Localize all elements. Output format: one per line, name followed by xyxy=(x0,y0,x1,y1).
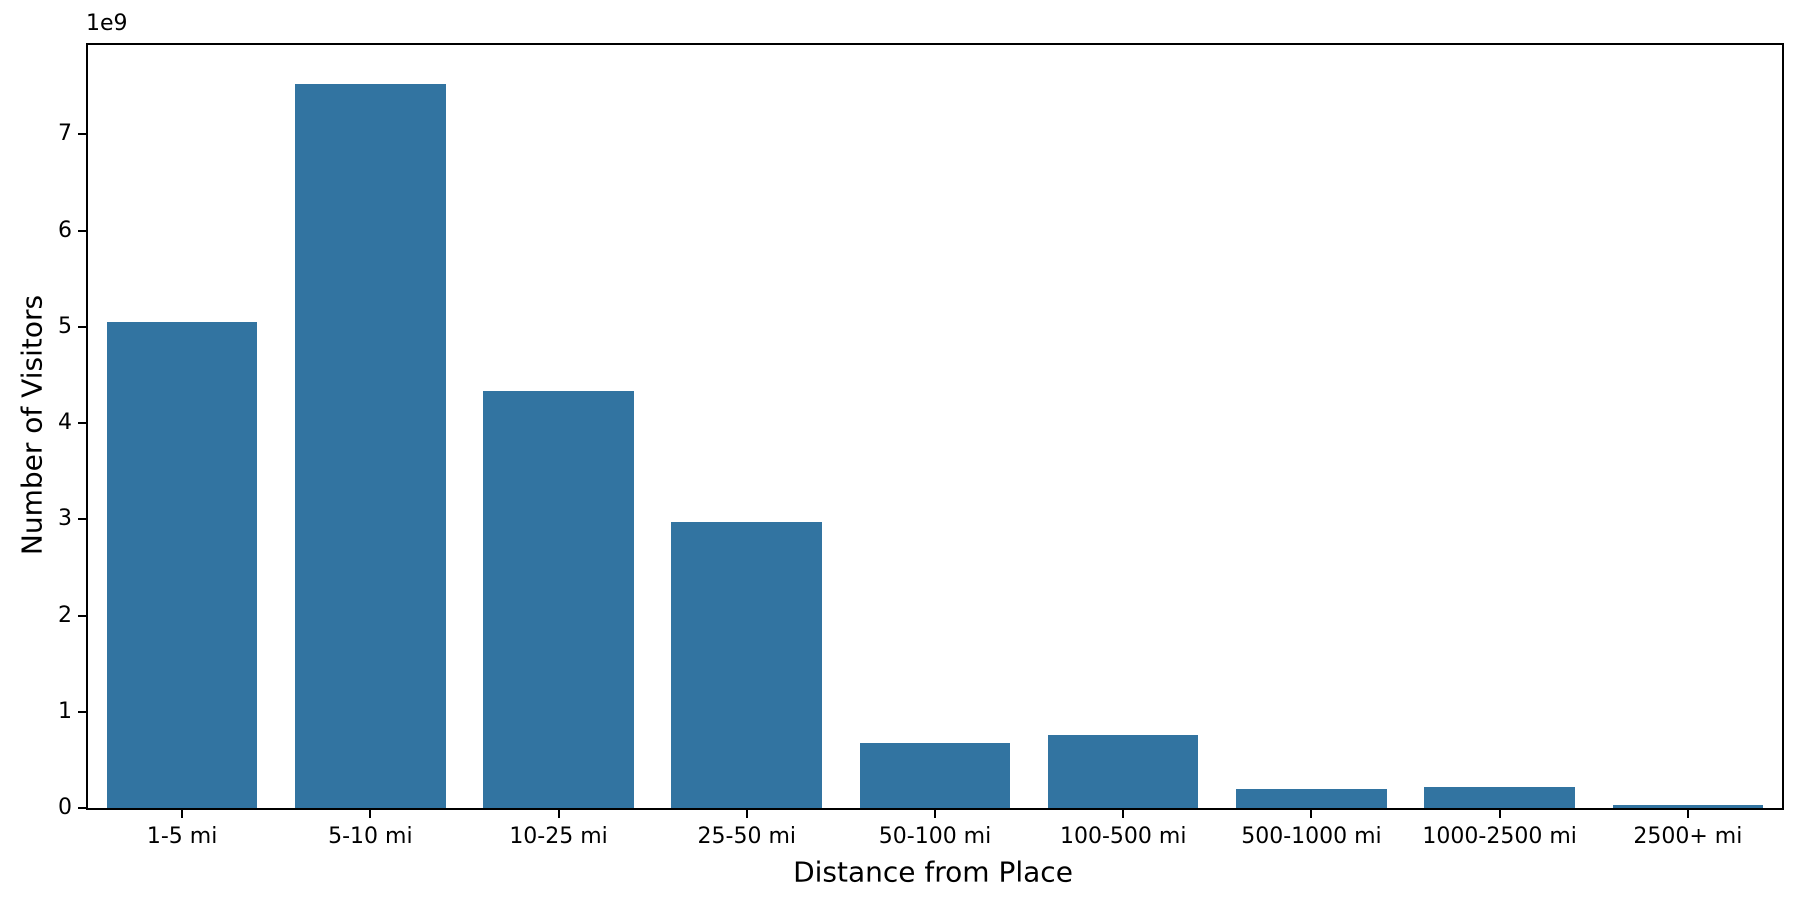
y-tick-label: 1 xyxy=(58,698,72,724)
y-tick-label: 5 xyxy=(58,313,72,339)
y-tick-mark xyxy=(78,614,86,617)
y-axis-label: Number of Visitors xyxy=(15,294,49,556)
bar-1000-2500-mi xyxy=(1424,786,1575,808)
x-tick-label: 10-25 mi xyxy=(509,824,608,849)
bar-50-100-mi xyxy=(859,742,1011,808)
y-tick-label: 2 xyxy=(58,602,72,628)
y-axis-offset-text: 1e9 xyxy=(86,11,128,36)
y-tick-mark xyxy=(78,422,86,425)
bar-10-25-mi xyxy=(483,391,634,808)
x-tick-label: 500-1000 mi xyxy=(1241,824,1382,849)
bar-25-50-mi xyxy=(671,522,823,808)
x-tick-mark xyxy=(745,810,748,818)
y-tick-label: 4 xyxy=(58,410,72,436)
y-tick-mark xyxy=(78,518,86,521)
y-tick-mark xyxy=(78,229,86,232)
bar-5-10-mi xyxy=(295,84,446,808)
y-tick-label: 7 xyxy=(58,121,72,147)
y-tick-mark xyxy=(78,710,86,713)
y-tick-mark xyxy=(78,133,86,136)
y-tick-mark xyxy=(78,325,86,328)
x-axis-label: Distance from Place xyxy=(793,855,1073,889)
y-tick-label: 3 xyxy=(58,506,72,532)
x-tick-label: 2500+ mi xyxy=(1633,824,1743,849)
x-tick-mark xyxy=(369,810,372,818)
x-tick-label: 1-5 mi xyxy=(146,824,218,849)
y-tick-label: 6 xyxy=(58,217,72,243)
bar-1-5-mi xyxy=(106,322,258,808)
x-tick-label: 50-100 mi xyxy=(878,824,992,849)
x-tick-label: 100-500 mi xyxy=(1059,824,1187,849)
bar-100-500-mi xyxy=(1047,734,1199,808)
bar-500-1000-mi xyxy=(1236,788,1387,808)
x-tick-mark xyxy=(1310,810,1313,818)
y-tick-label: 0 xyxy=(58,795,72,820)
plot-area: 0 1 2 3 4 5 6 7 1-5 mi 5-10 mi 10-25 mi 25-50 mi 50… xyxy=(58,43,1784,849)
x-tick-mark xyxy=(181,810,184,818)
y-tick-mark xyxy=(78,807,86,809)
bar-2500+-mi xyxy=(1612,805,1764,808)
x-tick-label: 25-50 mi xyxy=(697,824,796,849)
x-tick-mark xyxy=(1122,810,1125,818)
x-tick-label: 5-10 mi xyxy=(328,824,413,849)
x-tick-mark xyxy=(1686,810,1689,818)
x-tick-mark xyxy=(934,810,936,818)
x-tick-mark xyxy=(557,810,560,818)
x-tick-mark xyxy=(1498,810,1501,818)
x-tick-label: 1000-2500 mi xyxy=(1422,824,1577,849)
